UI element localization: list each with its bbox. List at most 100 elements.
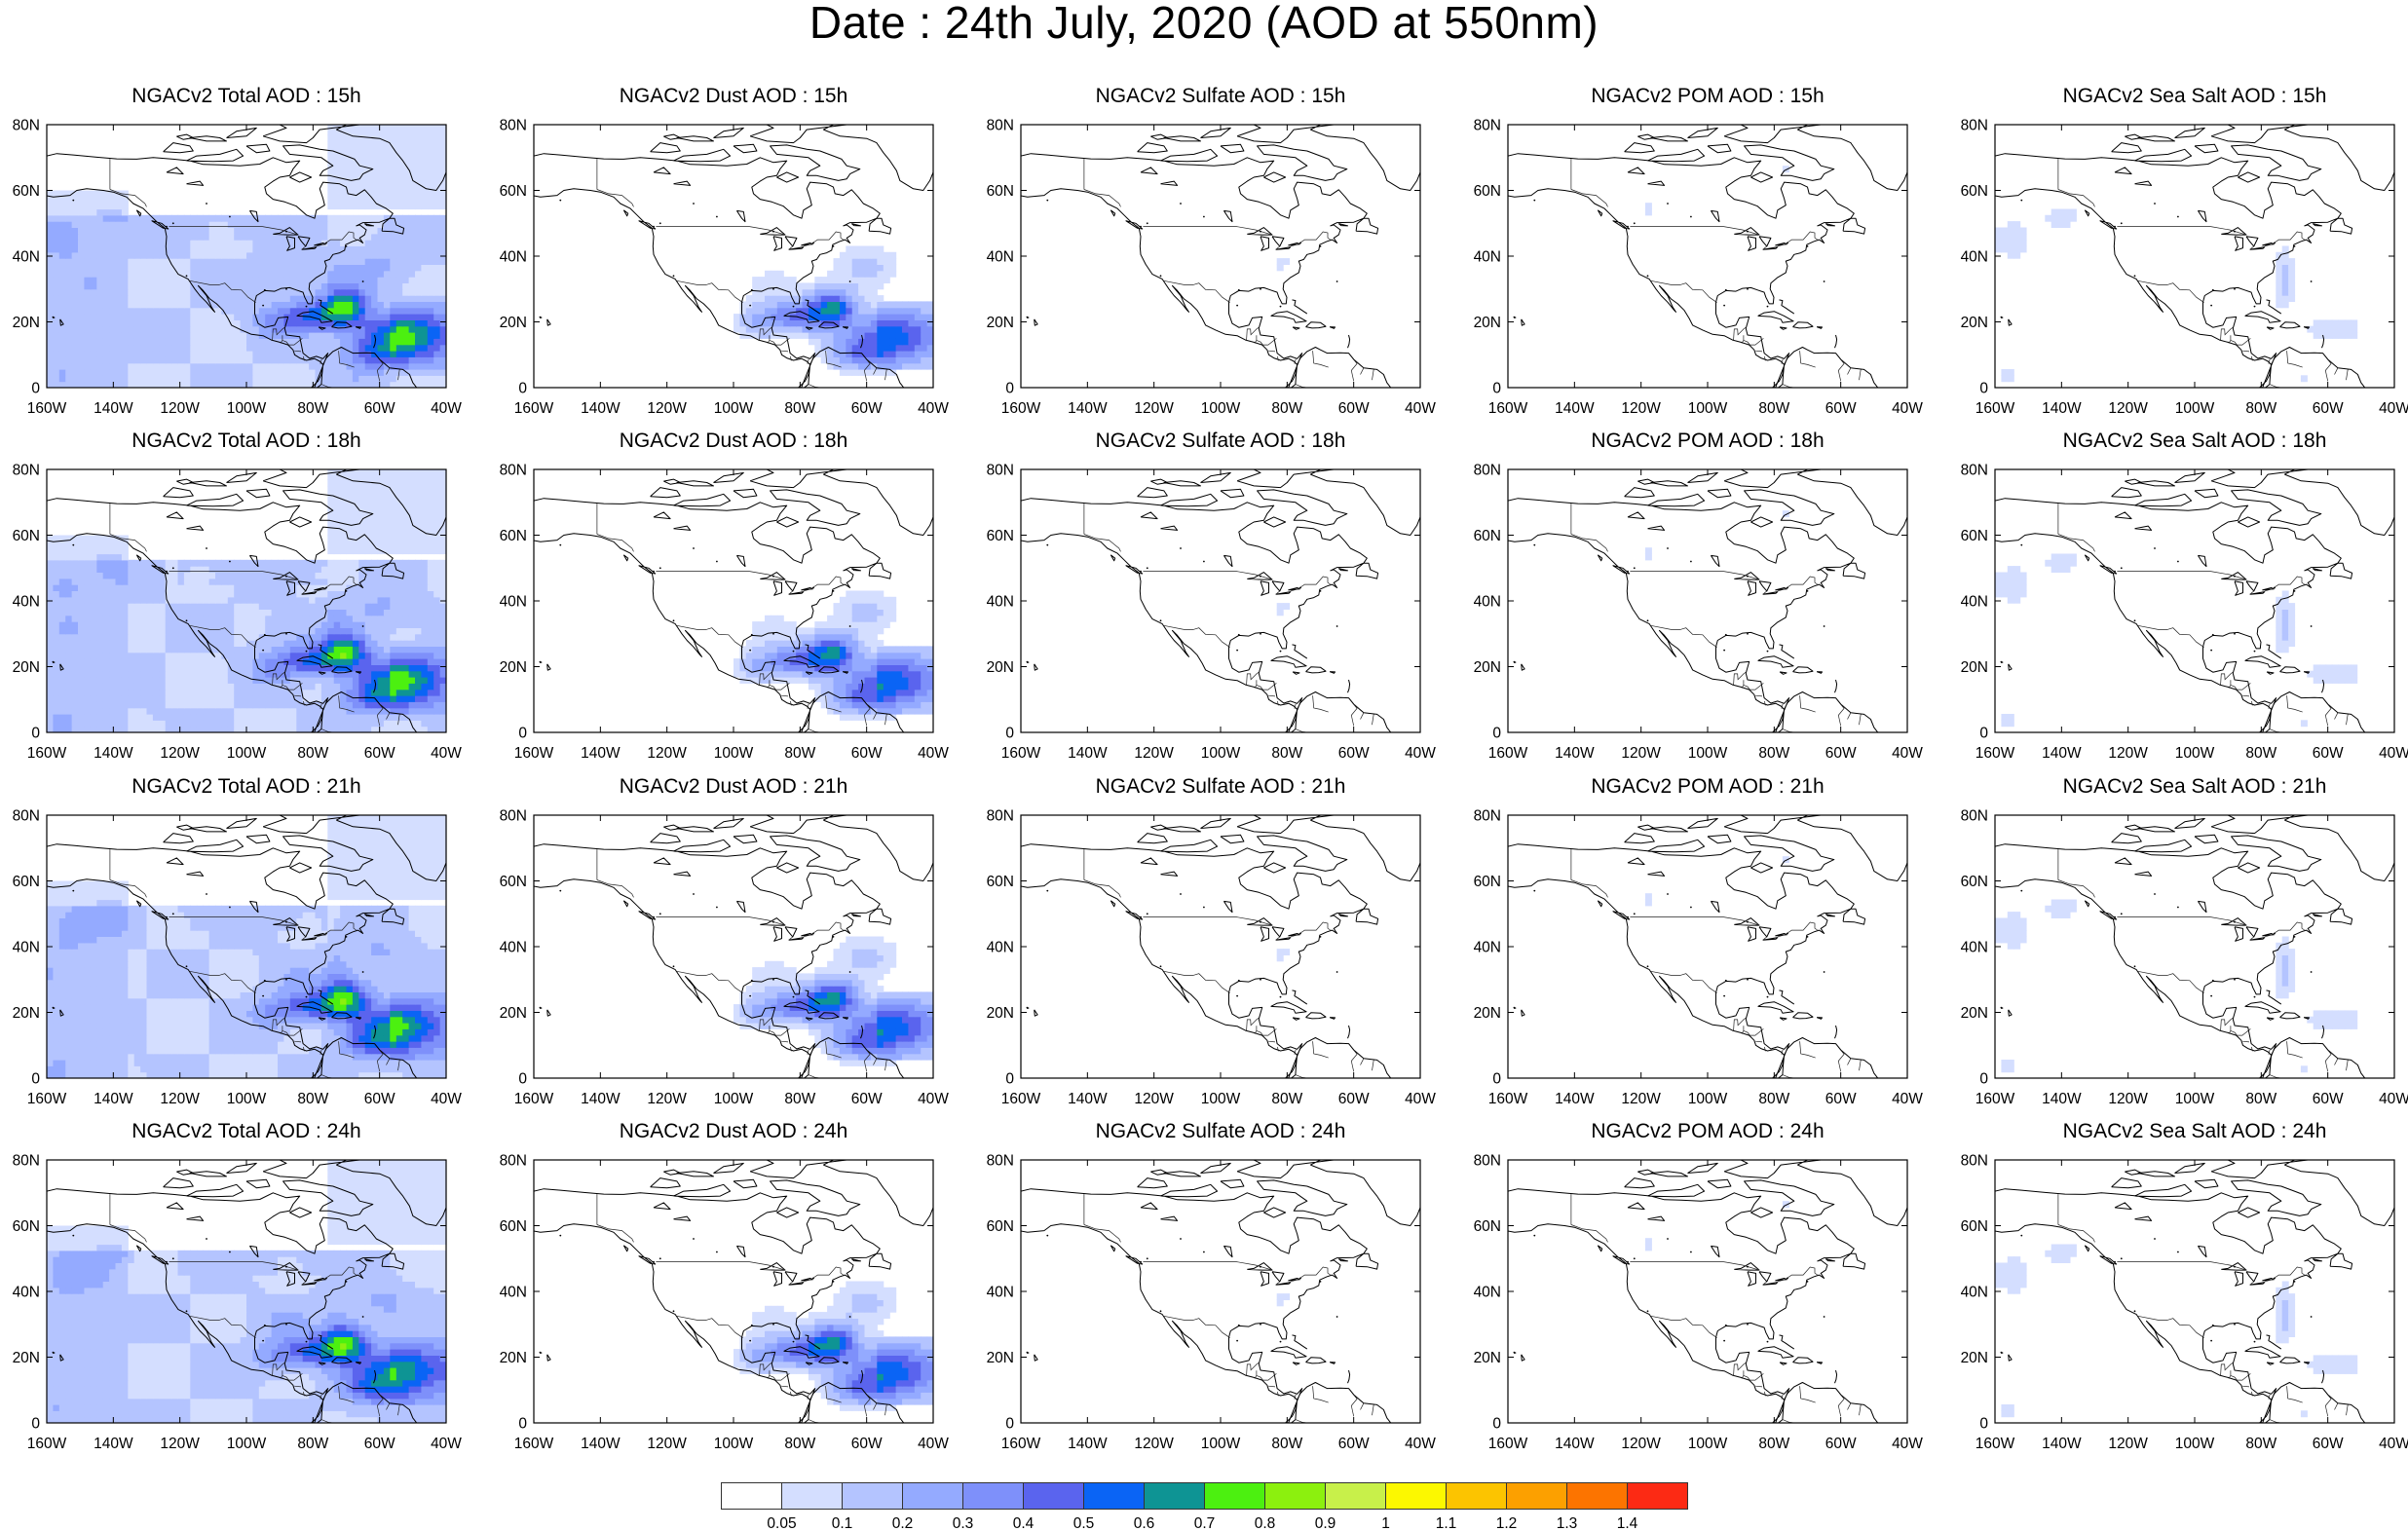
map-plot: 0 20N 40N 60N 80N 160W 140W 120W 100W 80W 60W 40W	[1961, 118, 2408, 418]
panel-title: NGACv2 Sea Salt AOD : 18h	[2062, 429, 2327, 452]
map-plot: 0 20N 40N 60N 80N 160W 140W 120W 100W 80W 60W 40W	[13, 118, 463, 418]
map-plot: 0 20N 40N 60N 80N 160W 140W 120W 100W 80W 60W 40W	[1474, 808, 1924, 1108]
lat-tick-label: 60N	[1961, 183, 1988, 200]
lon-tick-label: 40W	[431, 1436, 462, 1452]
lon-tick-label: 80W	[297, 1091, 328, 1107]
aod-shading	[734, 590, 933, 721]
lon-tick-label: 60W	[364, 1436, 395, 1452]
aod-shading	[1644, 166, 1789, 216]
lon-tick-label: 80W	[1271, 1436, 1302, 1452]
map-coastlines	[534, 1160, 933, 1423]
map-panel: NGACv2 Sulfate AOD : 15h 0 20N 40N 60N 80N 160…	[974, 85, 1461, 430]
lon-tick-label: 80W	[2245, 1091, 2276, 1107]
lon-tick-label: 160W	[1975, 745, 2015, 762]
lon-tick-label: 120W	[1134, 1436, 1174, 1452]
lon-tick-label: 80W	[1758, 1091, 1789, 1107]
lat-tick-label: 60N	[987, 1218, 1014, 1235]
lon-tick-label: 140W	[581, 1091, 621, 1107]
aod-shading	[1276, 603, 1291, 616]
lat-tick-label: 0	[1979, 726, 1988, 742]
lon-tick-label: 120W	[647, 1436, 687, 1452]
map-coastlines	[534, 469, 933, 732]
lat-tick-label: 40N	[1961, 940, 1988, 956]
lon-tick-label: 120W	[1621, 400, 1661, 417]
map-plot: 0 20N 40N 60N 80N 160W 140W 120W 100W 80W 60W 40W	[1474, 463, 1924, 763]
lat-tick-label: 60N	[1474, 1218, 1501, 1235]
colorbar-label: 0.1	[832, 1515, 853, 1529]
panel-title: NGACv2 Dust AOD : 15h	[619, 85, 848, 107]
lat-tick-label: 20N	[500, 1350, 527, 1366]
lon-tick-label: 160W	[27, 1091, 67, 1107]
aod-shading	[1644, 856, 1789, 907]
lat-tick-label: 40N	[13, 594, 40, 611]
lon-tick-label: 140W	[1555, 400, 1595, 417]
map-panel: NGACv2 POM AOD : 18h 0 20N 40N 60N 80N 160W 140…	[1461, 429, 1948, 775]
lon-tick-label: 60W	[1338, 1091, 1370, 1107]
map-panel: NGACv2 Sea Salt AOD : 21h 0 20N 40N 60N 80N 16…	[1948, 775, 2408, 1121]
aod-shading	[1995, 553, 2358, 728]
lat-tick-label: 40N	[500, 594, 527, 611]
lat-tick-label: 60N	[13, 874, 40, 890]
map-plot: 0 20N 40N 60N 80N 160W 140W 120W 100W 80W 60W 40W	[1474, 118, 1924, 418]
lon-tick-label: 140W	[2042, 1436, 2082, 1452]
colorbar-label: 0.3	[953, 1515, 974, 1529]
lon-tick-label: 40W	[2379, 400, 2408, 417]
lon-tick-label: 140W	[1555, 1091, 1595, 1107]
lon-tick-label: 120W	[1621, 1091, 1661, 1107]
lat-tick-label: 80N	[1474, 463, 1501, 479]
lon-tick-label: 100W	[714, 400, 754, 417]
lat-tick-label: 0	[1005, 1071, 1014, 1088]
lon-tick-label: 100W	[227, 1091, 267, 1107]
lon-tick-label: 120W	[2108, 400, 2148, 417]
plot-frame	[1994, 1159, 2395, 1424]
lon-tick-label: 60W	[851, 1436, 883, 1452]
lat-tick-label: 60N	[1961, 528, 1988, 544]
colorbar-swatch	[1385, 1482, 1447, 1510]
aod-shading	[734, 245, 933, 376]
map-panel: NGACv2 Dust AOD : 21h 0 20N 40N 60N 80N 160W 14…	[487, 775, 974, 1121]
aod-shading	[47, 815, 446, 1078]
map-coastlines	[47, 125, 446, 388]
lat-tick-label: 0	[518, 1071, 527, 1088]
lon-tick-label: 60W	[2313, 745, 2344, 762]
lat-tick-label: 60N	[500, 183, 527, 200]
map-coastlines	[47, 1160, 446, 1423]
aod-colorbar: 0.05 0.1 0.2 0.3 0.4 0.5 0.6 0.7 0.8 0.9 1 1.1 1.2 1.…	[721, 1482, 1688, 1529]
lat-tick-label: 20N	[987, 315, 1014, 331]
map-panel: NGACv2 Sea Salt AOD : 15h 0 20N 40N 60N 80N 16…	[1948, 85, 2408, 430]
lat-tick-label: 80N	[500, 808, 527, 825]
colorbar-swatch	[962, 1482, 1024, 1510]
lon-tick-label: 60W	[1825, 745, 1857, 762]
lon-tick-label: 60W	[364, 1091, 395, 1107]
map-panel: NGACv2 Sea Salt AOD : 24h 0 20N 40N 60N 80N 16…	[1948, 1120, 2408, 1466]
lon-tick-label: 160W	[1488, 1436, 1528, 1452]
panel-title: NGACv2 Total AOD : 18h	[132, 429, 361, 452]
panel-title: NGACv2 Sulfate AOD : 21h	[1095, 775, 1346, 798]
lon-tick-label: 40W	[2379, 745, 2408, 762]
lon-tick-label: 80W	[1271, 400, 1302, 417]
panel-title: NGACv2 POM AOD : 15h	[1591, 85, 1825, 107]
lat-tick-label: 20N	[1474, 1005, 1501, 1022]
lon-tick-label: 40W	[918, 745, 949, 762]
lon-tick-label: 80W	[1271, 745, 1302, 762]
lat-tick-label: 80N	[13, 463, 40, 479]
lon-tick-label: 160W	[1488, 400, 1528, 417]
lon-tick-label: 60W	[1338, 745, 1370, 762]
map-panel: NGACv2 Total AOD : 15h 0 20N 40N 60N 80N 160W 1…	[0, 85, 487, 430]
lat-tick-label: 0	[31, 381, 40, 397]
map-panel: NGACv2 Total AOD : 24h 0 20N 40N 60N 80N 160W 1…	[0, 1120, 487, 1466]
lon-tick-label: 120W	[2108, 1091, 2148, 1107]
lat-tick-label: 20N	[1474, 1350, 1501, 1366]
lon-tick-label: 60W	[851, 745, 883, 762]
lat-tick-label: 80N	[500, 463, 527, 479]
lat-tick-label: 20N	[1474, 659, 1501, 676]
lon-tick-label: 140W	[2042, 745, 2082, 762]
colorbar-label: 0.05	[767, 1515, 796, 1529]
colorbar-label: 0.7	[1194, 1515, 1216, 1529]
lat-tick-label: 0	[1005, 1416, 1014, 1433]
lon-tick-label: 120W	[1134, 745, 1174, 762]
lat-tick-label: 20N	[1961, 1350, 1988, 1366]
aod-shading	[1276, 258, 1291, 272]
lon-tick-label: 40W	[1405, 745, 1436, 762]
lat-tick-label: 60N	[13, 1218, 40, 1235]
